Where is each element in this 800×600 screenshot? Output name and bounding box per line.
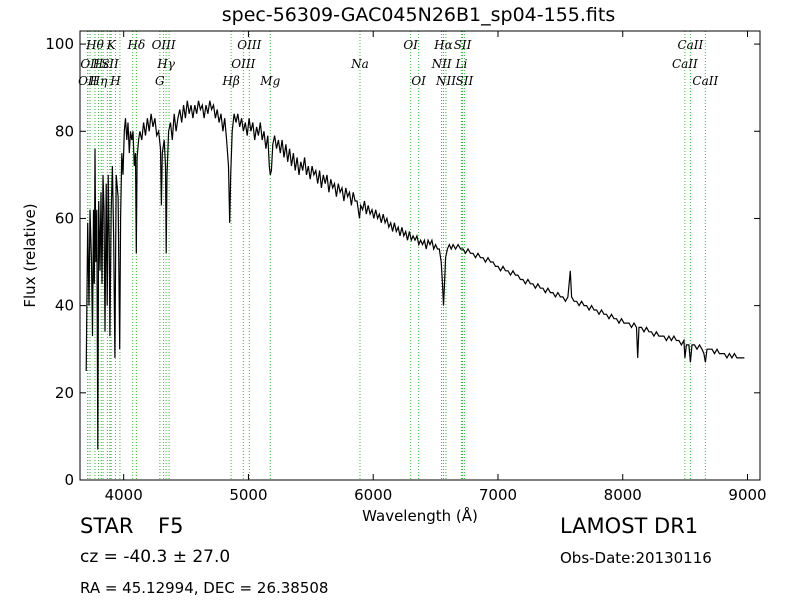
y-tick-label: 100 — [45, 35, 74, 53]
observation-date: Obs-Date:20130116 — [560, 549, 712, 567]
chart-title: spec-56309-GAC045N26B1_sp04-155.fits — [221, 4, 616, 26]
x-ticks: 4000 5000 6000 7000 8000 9000 — [105, 31, 767, 504]
line-marker-label: NII — [435, 74, 456, 88]
line-marker-label: CaII — [677, 38, 703, 52]
y-tick-label: 80 — [55, 122, 74, 140]
x-tick-label: 8000 — [604, 486, 642, 504]
line-marker-label: Na — [350, 57, 369, 71]
line-marker-label: OIII — [152, 38, 176, 52]
line-marker-label: CaII — [672, 57, 698, 71]
line-marker-label: Hα — [433, 38, 453, 52]
line-marker-label: Hδ — [127, 38, 146, 52]
spectrum-line — [85, 100, 745, 450]
line-marker-label: OI — [403, 38, 418, 52]
line-marker-label: OI — [411, 74, 426, 88]
redshift-cz: cz = -40.3 ± 27.0 — [80, 547, 231, 567]
x-tick-label: 7000 — [479, 486, 517, 504]
line-marker-label: Hθ — [85, 38, 104, 52]
y-tick-label: 60 — [55, 209, 74, 227]
line-marker-label: Hε — [92, 57, 110, 71]
survey-name: LAMOST DR1 — [560, 514, 699, 538]
line-marker-label: Mg — [259, 74, 280, 88]
y-tick-label: 0 — [64, 471, 74, 489]
line-marker-label: CaII — [692, 74, 718, 88]
line-marker-label: OIII — [231, 57, 255, 71]
x-tick-label: 4000 — [105, 486, 143, 504]
object-subclass: F5 — [158, 514, 184, 538]
x-tick-label: 5000 — [229, 486, 267, 504]
line-marker-label: OII — [78, 74, 98, 88]
line-marker-label: SII — [454, 38, 472, 52]
y-ticks: 0 20 40 60 80 100 — [45, 35, 760, 489]
line-marker-label: G — [155, 74, 165, 88]
x-axis-label: Wavelength (Å) — [362, 506, 478, 525]
object-class: STAR — [80, 514, 134, 538]
line-marker-label: NII — [431, 57, 452, 71]
plot-frame — [79, 30, 761, 481]
ra-dec-coordinates: RA = 45.12994, DEC = 26.38508 — [80, 579, 329, 597]
line-marker-label: Hγ — [156, 57, 175, 71]
x-tick-label: 9000 — [728, 486, 766, 504]
line-marker-labels: OII OII Hθ Hη Hε K H SII Hδ G OIII Hγ Hβ OIII OIII Mg Na… — [78, 38, 718, 88]
line-marker-label: OII — [80, 57, 100, 71]
line-marker-label: SII — [456, 74, 474, 88]
y-axis-label: Flux (relative) — [21, 203, 39, 307]
line-marker-label: SII — [101, 57, 119, 71]
line-markers — [87, 31, 706, 480]
y-tick-label: 40 — [55, 297, 74, 315]
line-marker-label: Hη — [89, 74, 108, 88]
line-marker-label: Hβ — [221, 74, 239, 88]
line-marker-label: K — [106, 38, 117, 52]
line-marker-label: H — [109, 74, 121, 88]
line-marker-label: Li — [455, 57, 468, 71]
x-tick-label: 6000 — [354, 486, 392, 504]
y-tick-label: 20 — [55, 384, 74, 402]
line-marker-label: OIII — [237, 38, 261, 52]
